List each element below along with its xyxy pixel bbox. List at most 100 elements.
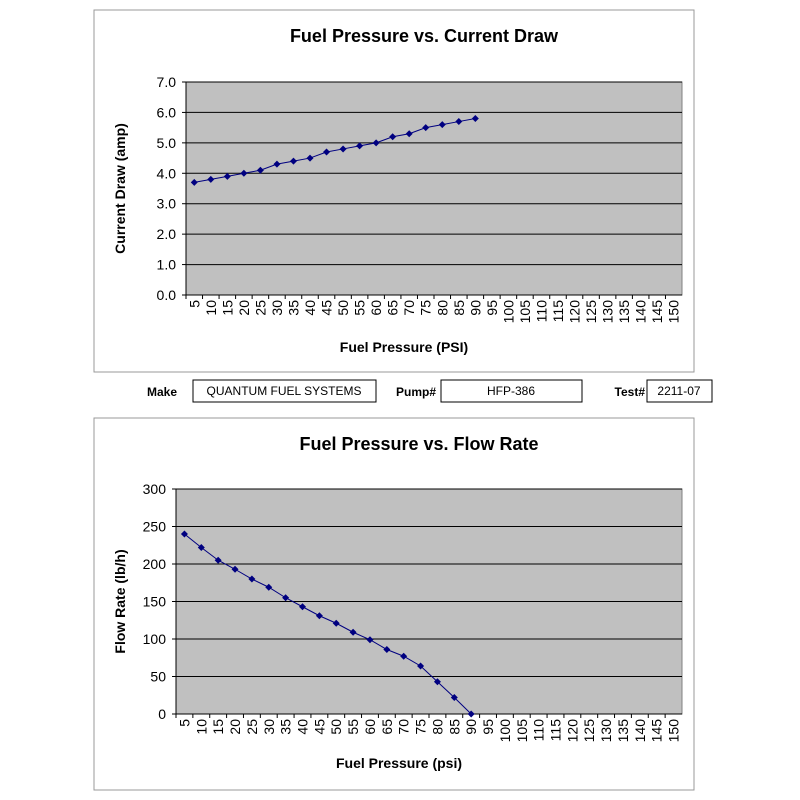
x-tick-label: 55 bbox=[345, 719, 361, 735]
x-tick-label: 130 bbox=[598, 719, 614, 743]
marker bbox=[400, 652, 408, 660]
marker bbox=[256, 166, 264, 174]
marker bbox=[265, 583, 273, 591]
x-tick-label: 105 bbox=[514, 719, 530, 743]
marker bbox=[315, 612, 323, 620]
x-tick-label: 125 bbox=[581, 719, 597, 743]
x-tick-label: 110 bbox=[533, 300, 549, 323]
marker bbox=[366, 636, 374, 644]
marker bbox=[405, 130, 413, 138]
marker bbox=[248, 575, 256, 583]
test-label: Test# bbox=[615, 385, 646, 399]
x-tick-label: 55 bbox=[352, 300, 368, 316]
test-box bbox=[646, 379, 713, 403]
marker bbox=[467, 710, 475, 718]
marker bbox=[214, 556, 222, 564]
marker bbox=[422, 124, 430, 132]
x-tick-label: 110 bbox=[531, 719, 547, 742]
marker bbox=[273, 160, 281, 168]
marker bbox=[197, 544, 205, 551]
y-tick-label: 50 bbox=[150, 669, 166, 685]
x-tick-label: 120 bbox=[564, 719, 580, 743]
y-tick-label: 7.0 bbox=[157, 74, 177, 90]
y-tick-label: 3.0 bbox=[157, 196, 177, 212]
x-tick-label: 145 bbox=[649, 719, 665, 743]
chart-title: Fuel Pressure vs. Current Draw bbox=[290, 26, 559, 46]
y-tick-label: 2.0 bbox=[157, 226, 177, 242]
x-tick-label: 85 bbox=[451, 300, 467, 316]
make-box bbox=[192, 379, 377, 403]
x-tick-label: 120 bbox=[567, 300, 583, 324]
marker bbox=[372, 139, 380, 147]
x-tick-label: 60 bbox=[362, 719, 378, 735]
y-tick-label: 250 bbox=[143, 519, 167, 535]
x-tick-label: 20 bbox=[236, 300, 252, 316]
x-tick-label: 90 bbox=[463, 719, 479, 735]
test-value: 2211-07 bbox=[657, 384, 700, 398]
marker bbox=[323, 148, 331, 156]
y-tick-label: 5.0 bbox=[157, 135, 177, 151]
marker bbox=[190, 178, 198, 186]
x-tick-label: 10 bbox=[203, 300, 219, 316]
marker bbox=[240, 169, 248, 177]
y-tick-label: 100 bbox=[143, 631, 167, 647]
y-tick-label: 150 bbox=[143, 594, 167, 610]
marker bbox=[383, 646, 391, 653]
marker bbox=[223, 172, 231, 180]
x-tick-label: 30 bbox=[269, 300, 285, 316]
x-tick-label: 150 bbox=[666, 719, 682, 743]
marker bbox=[450, 694, 458, 701]
marker bbox=[180, 530, 188, 538]
x-tick-label: 125 bbox=[583, 300, 599, 324]
x-tick-label: 40 bbox=[302, 300, 318, 316]
x-tick-label: 145 bbox=[649, 300, 665, 324]
chart-title: Fuel Pressure vs. Flow Rate bbox=[299, 434, 538, 454]
y-tick-label: 1.0 bbox=[157, 257, 177, 273]
pump-value: HFP-386 bbox=[487, 384, 535, 398]
x-tick-label: 75 bbox=[418, 300, 434, 316]
marker bbox=[282, 594, 290, 602]
marker bbox=[349, 628, 357, 636]
marker bbox=[433, 678, 441, 686]
x-tick-label: 50 bbox=[335, 300, 351, 316]
marker bbox=[306, 154, 314, 162]
pump-label: Pump# bbox=[396, 385, 436, 399]
x-tick-label: 90 bbox=[467, 300, 483, 316]
x-tick-label: 45 bbox=[311, 719, 327, 735]
y-axis-title: Flow Rate (lb/h) bbox=[112, 549, 128, 653]
y-tick-label: 6.0 bbox=[157, 104, 177, 120]
y-tick-label: 200 bbox=[143, 556, 167, 572]
make-value: QUANTUM FUEL SYSTEMS bbox=[207, 384, 362, 398]
x-tick-label: 30 bbox=[261, 719, 277, 735]
x-tick-label: 60 bbox=[368, 300, 384, 316]
y-tick-label: 0 bbox=[158, 706, 166, 722]
marker bbox=[389, 133, 397, 141]
x-tick-label: 130 bbox=[600, 300, 616, 324]
x-tick-label: 65 bbox=[379, 719, 395, 735]
x-tick-label: 40 bbox=[295, 719, 311, 735]
x-tick-label: 140 bbox=[632, 719, 648, 743]
marker bbox=[455, 118, 463, 126]
x-tick-label: 65 bbox=[385, 300, 401, 316]
x-tick-label: 105 bbox=[517, 300, 533, 324]
x-tick-label: 45 bbox=[319, 300, 335, 316]
x-tick-label: 35 bbox=[285, 300, 301, 316]
make-label: Make bbox=[147, 385, 177, 399]
x-tick-label: 95 bbox=[480, 719, 496, 735]
x-tick-label: 100 bbox=[497, 719, 513, 743]
marker bbox=[289, 157, 297, 165]
marker bbox=[417, 662, 425, 670]
x-tick-label: 35 bbox=[278, 719, 294, 735]
series-line bbox=[184, 533, 472, 715]
y-tick-label: 4.0 bbox=[157, 165, 177, 181]
x-tick-label: 10 bbox=[193, 719, 209, 735]
x-tick-label: 20 bbox=[227, 719, 243, 735]
marker bbox=[471, 115, 479, 123]
x-tick-label: 70 bbox=[401, 300, 417, 316]
x-tick-label: 15 bbox=[219, 300, 235, 316]
x-axis-title: Fuel Pressure (PSI) bbox=[340, 339, 468, 355]
marker bbox=[231, 565, 239, 573]
x-tick-label: 75 bbox=[413, 719, 429, 735]
x-tick-label: 95 bbox=[484, 300, 500, 316]
